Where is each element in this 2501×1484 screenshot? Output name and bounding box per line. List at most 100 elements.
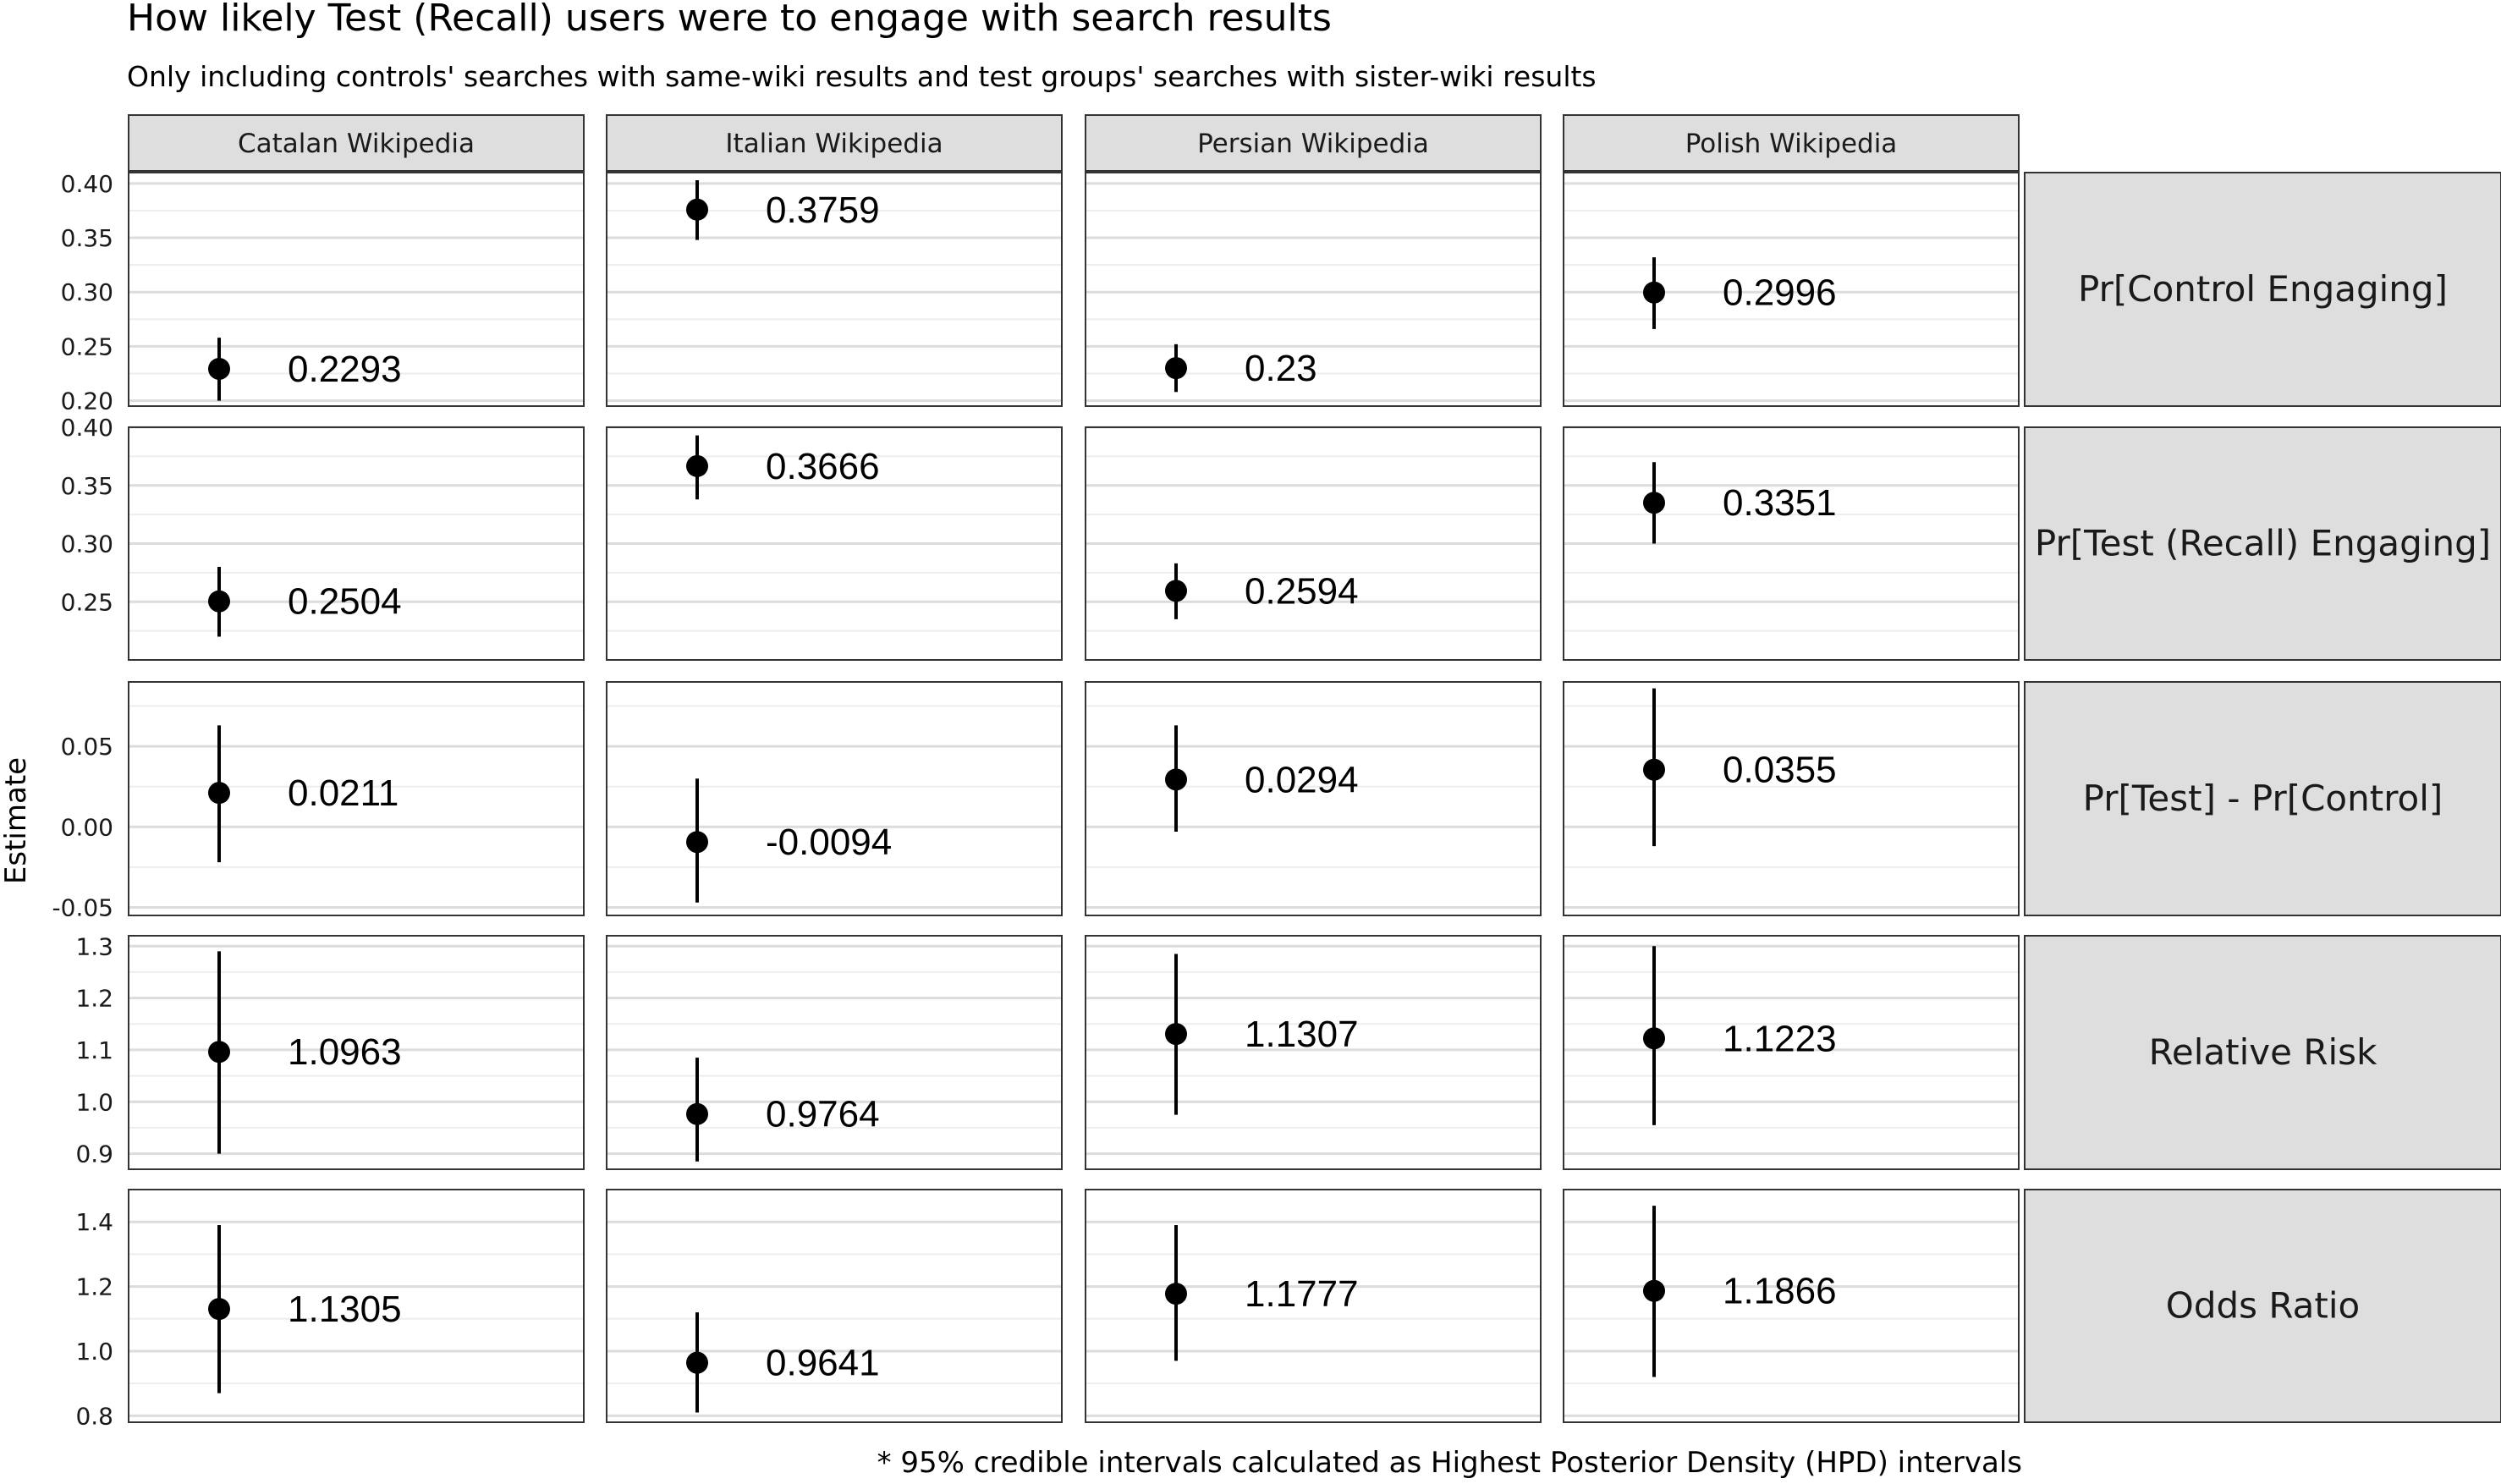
panel-background bbox=[1564, 682, 2019, 915]
estimate-point bbox=[1643, 492, 1665, 514]
y-tick-label: 0.35 bbox=[61, 224, 113, 252]
panel-border bbox=[1563, 172, 2020, 407]
estimate-point bbox=[1643, 1279, 1665, 1302]
panel-border bbox=[128, 426, 585, 661]
estimate-label: 0.9641 bbox=[766, 1343, 880, 1384]
y-tick-label: 0.8 bbox=[75, 1402, 113, 1430]
estimate-point bbox=[1165, 768, 1187, 791]
y-tick-label: 0.35 bbox=[61, 472, 113, 500]
row-strip-label: Relative Risk bbox=[2149, 1031, 2377, 1073]
panel-background bbox=[1086, 936, 1541, 1169]
column-strip bbox=[128, 114, 585, 172]
row-strip bbox=[2024, 935, 2501, 1170]
estimate-point bbox=[208, 782, 230, 805]
y-tick-label: 0.25 bbox=[61, 333, 113, 360]
panel-border bbox=[128, 1189, 585, 1423]
chart-caption: * 95% credible intervals calculated as H… bbox=[877, 1446, 2022, 1480]
column-strip-label: Persian Wikipedia bbox=[1197, 129, 1429, 159]
row-strip bbox=[2024, 681, 2501, 916]
y-tick-label: 1.2 bbox=[75, 985, 113, 1013]
panel-background bbox=[607, 173, 1062, 406]
y-tick-label: 0.20 bbox=[61, 387, 113, 415]
column-strip bbox=[1563, 114, 2020, 172]
estimate-label: 1.1305 bbox=[288, 1289, 402, 1330]
estimate-point bbox=[686, 831, 708, 854]
row-strip-label: Odds Ratio bbox=[2166, 1285, 2360, 1327]
y-tick-label: 0.9 bbox=[75, 1140, 113, 1168]
estimate-label: 0.3759 bbox=[766, 190, 880, 231]
estimate-label: 1.1307 bbox=[1245, 1014, 1359, 1055]
estimate-label: -0.0094 bbox=[766, 822, 892, 863]
panel-background bbox=[607, 1190, 1062, 1422]
estimate-label: 0.23 bbox=[1245, 348, 1317, 389]
facet-grid: Catalan Wikipedia Italian Wikipedia Persia… bbox=[52, 114, 2501, 1430]
estimate-label: 0.3666 bbox=[766, 446, 880, 487]
estimate-point bbox=[686, 454, 708, 477]
estimate-point bbox=[686, 198, 708, 221]
column-strip-label: Catalan Wikipedia bbox=[238, 129, 475, 159]
column-strip bbox=[1085, 114, 1542, 172]
panel-border bbox=[1085, 1189, 1542, 1423]
y-tick-label: 0.25 bbox=[61, 588, 113, 616]
estimate-label: 1.1777 bbox=[1245, 1273, 1359, 1315]
panel-background bbox=[607, 682, 1062, 915]
estimate-label: 0.0211 bbox=[288, 772, 399, 814]
panel-border bbox=[606, 1189, 1063, 1423]
y-tick-label: 1.2 bbox=[75, 1273, 113, 1301]
estimate-label: 1.1866 bbox=[1723, 1271, 1837, 1312]
y-tick-label: 1.3 bbox=[75, 932, 113, 960]
y-tick-label: 1.4 bbox=[75, 1208, 113, 1236]
panel-background bbox=[1086, 682, 1541, 915]
panel-border bbox=[606, 681, 1063, 916]
y-tick-label: 0.00 bbox=[61, 813, 113, 841]
panel-border bbox=[128, 172, 585, 407]
estimate-point bbox=[1165, 1283, 1187, 1305]
estimate-label: 0.3351 bbox=[1723, 482, 1837, 524]
panel-border bbox=[128, 681, 585, 916]
chart-subtitle: Only including controls' searches with s… bbox=[127, 60, 1597, 93]
panel-border bbox=[1563, 1189, 2020, 1423]
y-tick-label: 0.30 bbox=[61, 278, 113, 306]
column-strip bbox=[606, 114, 1063, 172]
estimate-point bbox=[1165, 580, 1187, 602]
estimate-label: 0.9764 bbox=[766, 1094, 880, 1135]
panel-border bbox=[128, 935, 585, 1170]
chart-title: How likely Test (Recall) users were to e… bbox=[127, 0, 1332, 40]
estimate-point bbox=[1643, 281, 1665, 304]
estimate-point bbox=[208, 357, 230, 380]
row-strip-label: Pr[Test (Recall) Engaging] bbox=[2035, 523, 2491, 564]
column-strip-label: Italian Wikipedia bbox=[725, 129, 943, 159]
panel-background bbox=[1564, 173, 2019, 406]
row-strip bbox=[2024, 426, 2501, 661]
panel-border bbox=[1563, 426, 2020, 661]
y-tick-label: 0.05 bbox=[61, 733, 113, 761]
estimate-point bbox=[686, 1351, 708, 1374]
panel-background bbox=[129, 936, 584, 1169]
panel-background bbox=[1564, 936, 2019, 1169]
estimate-label: 1.1223 bbox=[1723, 1018, 1837, 1059]
panel-border bbox=[606, 935, 1063, 1170]
estimate-label: 0.2594 bbox=[1245, 570, 1359, 612]
estimate-label: 1.0963 bbox=[288, 1031, 402, 1073]
panel-border bbox=[1085, 935, 1542, 1170]
panel-background bbox=[129, 173, 584, 406]
panel-border bbox=[606, 172, 1063, 407]
estimate-point bbox=[208, 1298, 230, 1321]
y-tick-label: 0.40 bbox=[61, 170, 113, 198]
estimate-point bbox=[208, 590, 230, 613]
column-strip-label: Polish Wikipedia bbox=[1685, 129, 1898, 159]
estimate-label: 0.0355 bbox=[1723, 750, 1837, 791]
estimate-label: 0.2996 bbox=[1723, 272, 1837, 314]
y-tick-label: 0.40 bbox=[61, 414, 113, 442]
y-tick-label: 1.0 bbox=[75, 1338, 113, 1366]
y-tick-label: 1.1 bbox=[75, 1036, 113, 1064]
row-strip-label: Pr[Control Engaging] bbox=[2078, 268, 2448, 310]
row-strip bbox=[2024, 172, 2501, 407]
panel-background bbox=[607, 936, 1062, 1169]
estimate-label: 0.2293 bbox=[288, 349, 402, 390]
y-tick-label: 0.30 bbox=[61, 530, 113, 558]
row-strip bbox=[2024, 1189, 2501, 1423]
panel-border bbox=[1085, 426, 1542, 661]
estimate-point bbox=[1165, 357, 1187, 380]
